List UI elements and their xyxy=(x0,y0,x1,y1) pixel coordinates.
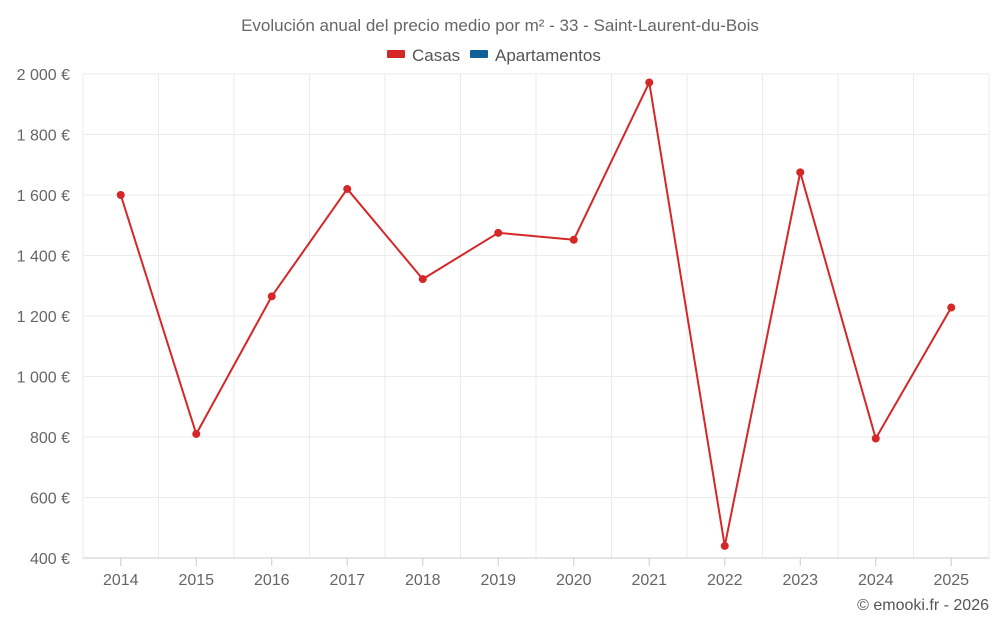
x-tick-label: 2023 xyxy=(782,572,818,589)
gridlines xyxy=(82,73,990,558)
y-tick-label: 600 € xyxy=(30,491,70,508)
x-tick-label: 2018 xyxy=(405,572,441,589)
y-tick-label: 2 000 € xyxy=(17,67,70,84)
y-tick-label: 400 € xyxy=(30,551,70,568)
x-tick-label: 2020 xyxy=(556,572,592,589)
legend-label-casas: Casas xyxy=(412,46,460,65)
y-tick-label: 800 € xyxy=(30,430,70,447)
y-tick-label: 1 600 € xyxy=(17,188,70,205)
data-point-2014[interactable] xyxy=(116,191,125,199)
x-tick-label: 2015 xyxy=(178,572,214,589)
legend-swatch-apartamentos xyxy=(470,50,488,58)
data-point-2024[interactable] xyxy=(871,434,880,443)
y-tick-label: 1 200 € xyxy=(17,309,70,326)
series-line-casas xyxy=(119,81,953,547)
legend-item-apartamentos[interactable]: Apartamentos xyxy=(470,46,601,65)
data-point-2022[interactable] xyxy=(720,541,729,550)
data-point-2015[interactable] xyxy=(192,429,201,438)
x-tick-label: 2019 xyxy=(480,572,516,589)
x-tick-label: 2025 xyxy=(933,572,969,589)
data-point-2016[interactable] xyxy=(267,292,276,301)
x-tick-label: 2017 xyxy=(329,572,365,589)
data-point-2017[interactable] xyxy=(343,184,352,193)
chart-title: Evolución anual del precio medio por m² … xyxy=(241,16,759,35)
data-point-2021[interactable] xyxy=(645,78,654,87)
y-tick-label: 1 400 € xyxy=(17,249,70,266)
legend-item-casas[interactable]: Casas xyxy=(387,46,460,65)
data-point-2025[interactable] xyxy=(947,303,956,312)
legend-swatch-casas xyxy=(387,50,405,58)
x-tick-label: 2014 xyxy=(103,572,139,589)
data-point-2018[interactable] xyxy=(418,275,427,284)
credit-text: © emooki.fr - 2026 xyxy=(857,597,989,614)
x-tick-label: 2024 xyxy=(858,572,894,589)
series-casas xyxy=(116,78,956,550)
legend: Casas Apartamentos xyxy=(387,46,601,65)
y-axis-ticks: 400 € 600 € 800 € 1 000 € 1 200 € 1 400 € 1 60… xyxy=(17,67,70,568)
data-point-2019[interactable] xyxy=(494,228,503,237)
x-axis-ticks: 2014 2015 2016 2017 2018 2019 2020 2021 2022 2023… xyxy=(103,558,969,589)
x-tick-label: 2016 xyxy=(254,572,290,589)
data-point-2023[interactable] xyxy=(796,168,805,177)
data-point-2020[interactable] xyxy=(569,235,578,244)
legend-label-apartamentos: Apartamentos xyxy=(495,46,601,65)
y-tick-label: 1 000 € xyxy=(17,370,70,387)
x-tick-label: 2021 xyxy=(631,572,667,589)
x-tick-label: 2022 xyxy=(707,572,743,589)
y-tick-label: 1 800 € xyxy=(17,128,70,145)
